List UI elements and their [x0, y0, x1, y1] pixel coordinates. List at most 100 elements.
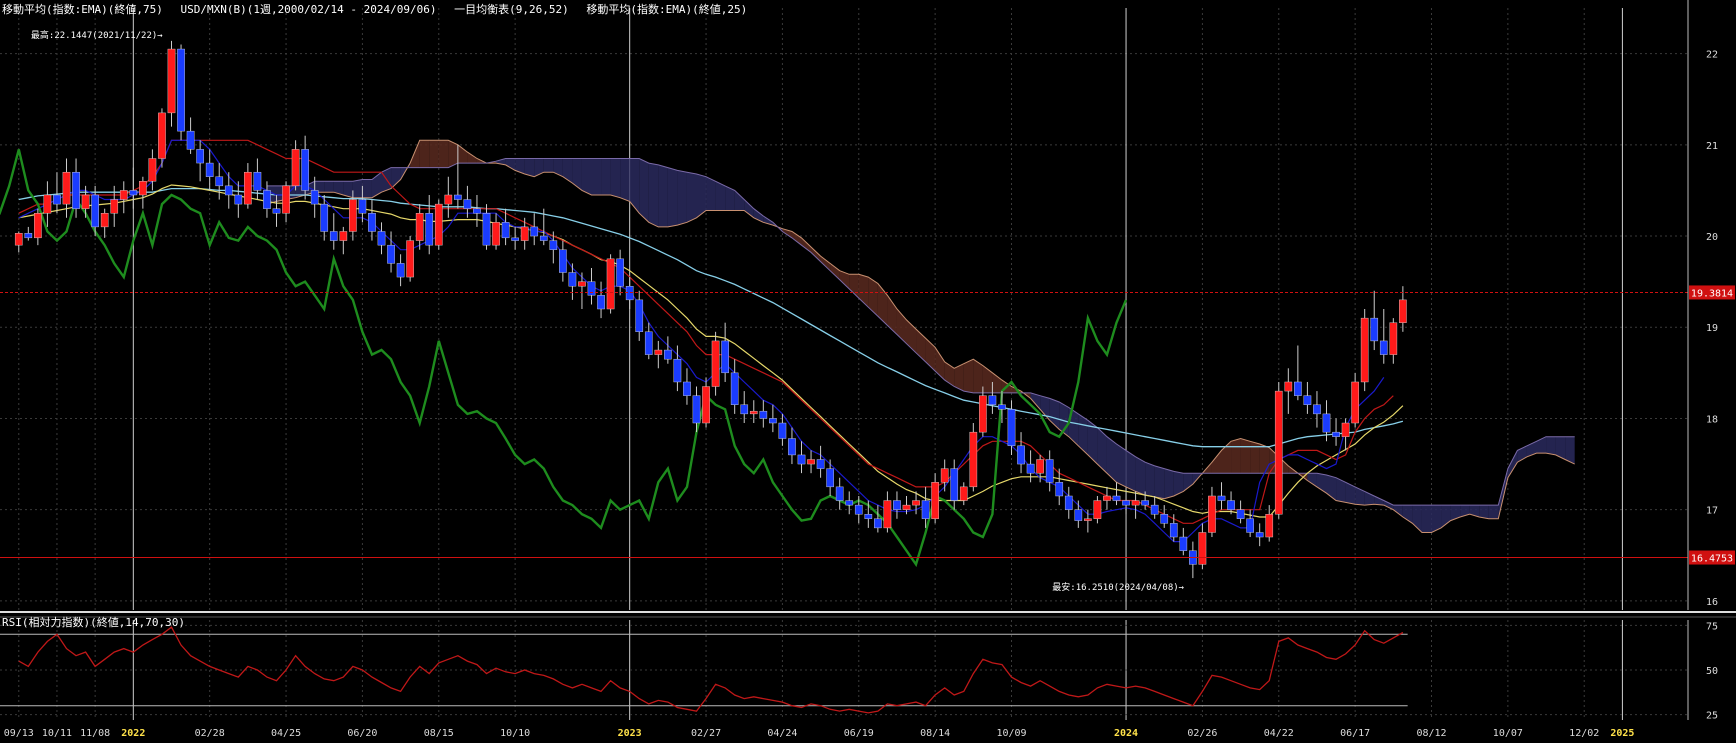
candle-body: [511, 237, 519, 241]
candle-body: [43, 194, 52, 214]
candle-body: [998, 404, 1006, 410]
x-tick-label: 08/15: [424, 728, 454, 739]
cloud-segment: [448, 140, 458, 168]
cloud-segment: [973, 359, 983, 393]
x-tick-label: 04/24: [767, 728, 797, 739]
low-annotation: 最安:16.2510(2024/04/08)→: [1052, 581, 1184, 593]
candle-body: [1246, 518, 1254, 533]
candle-body: [1313, 404, 1321, 415]
candle-body: [1236, 509, 1245, 519]
cloud-segment: [1221, 441, 1232, 474]
cloud-segment: [1555, 436, 1566, 460]
candle-body: [654, 349, 663, 355]
chikou-span-line: [0, 149, 1128, 568]
candle-body: [1055, 482, 1064, 497]
cloud-segment: [820, 256, 831, 271]
cloud-segment: [601, 158, 611, 195]
candle-body: [129, 190, 138, 196]
candle-body: [921, 500, 930, 519]
cloud-segment: [1355, 486, 1365, 506]
y-tick-label: 21: [1706, 141, 1718, 152]
x-tick-label: 10/09: [996, 728, 1026, 739]
candle-body: [549, 240, 558, 250]
cloud-segment: [1450, 505, 1461, 521]
candle-body: [282, 185, 290, 214]
candle-body: [1303, 395, 1312, 405]
candle-body: [1074, 509, 1083, 521]
cloud-segment: [1326, 475, 1337, 501]
cloud-segment: [1040, 395, 1050, 421]
candle-body: [1112, 495, 1121, 501]
cloud-segment: [371, 172, 382, 198]
candle-body: [81, 194, 90, 209]
candle-body: [1341, 422, 1350, 437]
candle-body: [301, 149, 309, 191]
indicator-lines: [0, 139, 1404, 568]
cloud-segment: [982, 365, 993, 393]
price-level-lines: 19.3814 16.4753: [0, 285, 1735, 565]
candle-body: [1169, 523, 1178, 538]
candle-body: [625, 285, 634, 301]
candle-body: [224, 185, 233, 196]
candle-body: [826, 468, 834, 488]
rsi-series: [18, 626, 1404, 714]
candle-body: [568, 272, 577, 287]
cloud-segment: [830, 263, 840, 280]
axis-labels: 16 17 18 19 20 21 22 09/13 10/11 11/08 2022 02/28 04…: [4, 0, 1718, 739]
candle-body: [158, 112, 166, 159]
cloud-segment: [543, 158, 554, 173]
candle-body: [730, 372, 739, 405]
cloud-segment: [1536, 436, 1547, 454]
candle-body: [1360, 317, 1369, 383]
candle-body: [358, 199, 367, 214]
x-tick-label: 04/25: [271, 728, 301, 739]
candle-body: [520, 226, 529, 241]
cloud-segment: [868, 277, 878, 317]
candle-body: [912, 500, 920, 506]
x-tick-label: 12/02: [1569, 728, 1599, 739]
candle-body: [1122, 500, 1130, 506]
candle-body: [253, 171, 262, 191]
cloud-segment: [963, 359, 974, 393]
candle-body: [244, 171, 252, 205]
cloud-segment: [1154, 465, 1165, 499]
cloud-segment: [1479, 505, 1489, 519]
candle-body: [396, 263, 405, 278]
candle-body: [186, 130, 195, 150]
candle-body: [406, 240, 414, 278]
candle-body: [1255, 532, 1264, 538]
candle-body: [759, 410, 768, 419]
rsi-tick-label: 50: [1706, 666, 1718, 677]
cloud-segment: [352, 179, 363, 198]
cloud-segment: [1431, 505, 1442, 533]
candle-body: [425, 213, 434, 246]
cloud-segment: [744, 199, 754, 218]
x-tick-label: 04/22: [1264, 728, 1294, 739]
x-tick-label: 08/14: [920, 728, 950, 739]
candle-body: [902, 504, 911, 510]
cloud-segment: [1173, 471, 1184, 496]
price-tag: 19.3814: [1691, 288, 1733, 299]
candle-body: [616, 258, 624, 287]
cloud-segment: [1097, 427, 1107, 474]
candle-body: [1208, 495, 1216, 533]
cloud-segment: [324, 181, 334, 193]
candle-body: [788, 438, 796, 456]
x-tick-label: 06/19: [844, 728, 874, 739]
cloud-segment: [992, 372, 1002, 393]
candle-body: [644, 331, 653, 355]
cloud-segment: [1393, 505, 1403, 517]
candle-body: [940, 468, 949, 483]
cloud-segment: [1116, 443, 1127, 487]
cloud-segment: [925, 338, 936, 372]
candle-body: [205, 162, 214, 177]
price-tag-box: [1689, 550, 1735, 565]
cloud-segment: [562, 158, 573, 184]
candle-body: [1131, 500, 1140, 506]
candle-body: [62, 171, 71, 205]
y-tick-label: 22: [1706, 50, 1718, 61]
candle-body: [1332, 431, 1340, 437]
candle-body: [14, 233, 23, 246]
candlestick-series: [14, 40, 1407, 579]
candle-body: [702, 386, 710, 424]
